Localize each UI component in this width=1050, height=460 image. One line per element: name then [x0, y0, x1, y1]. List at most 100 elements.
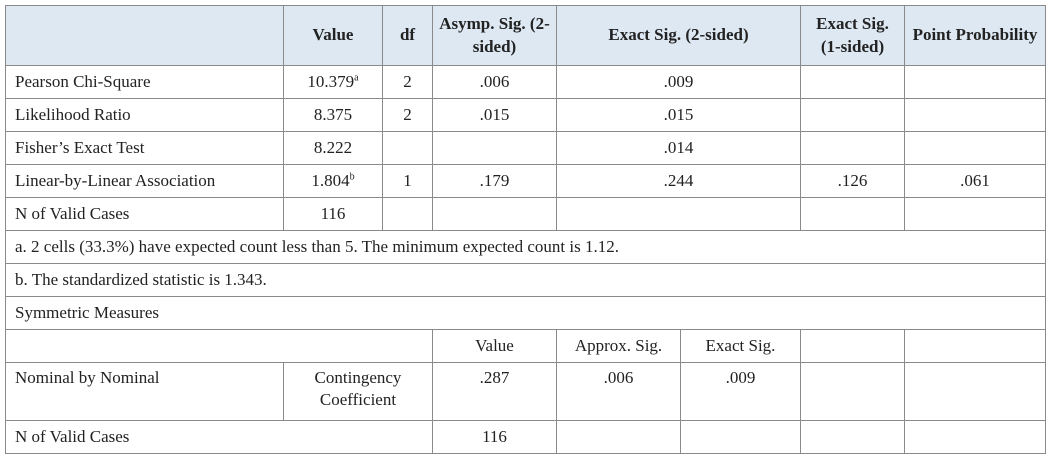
cell-text: .061 [960, 170, 990, 190]
data-cell: 1.804b [283, 164, 383, 198]
footnote: a. 2 cells (33.3%) have expected count l… [5, 230, 1046, 264]
data-cell [382, 131, 433, 165]
cell-text: .014 [663, 137, 694, 157]
data-cell: 8.222 [283, 131, 383, 165]
column-header: Value [283, 5, 383, 66]
cell-text: 1.804b [311, 170, 355, 190]
empty-cell [556, 420, 681, 454]
data-cell [432, 197, 557, 231]
cell-text: Exact Sig. (2-sided) [608, 25, 749, 45]
footnote: b. The standardized statistic is 1.343. [5, 263, 1046, 297]
column-header: Value [432, 329, 557, 363]
column-header: Exact Sig. (1-sided) [800, 5, 905, 66]
cell-text: .015 [479, 104, 510, 124]
data-cell [800, 131, 905, 165]
cell-text: .009 [663, 71, 694, 91]
data-cell: 2 [382, 65, 433, 99]
data-cell: .179 [432, 164, 557, 198]
empty-cell [5, 329, 433, 363]
row-label: Likelihood Ratio [5, 98, 284, 132]
data-cell: .244 [556, 164, 801, 198]
data-cell [432, 131, 557, 165]
header-cell [5, 5, 284, 66]
cell-text: Exact Sig. [705, 335, 776, 355]
data-cell [800, 98, 905, 132]
empty-cell [904, 420, 1046, 454]
data-cell: .009 [556, 65, 801, 99]
data-cell: .006 [432, 65, 557, 99]
cell-text: .015 [663, 104, 694, 124]
cell-text: 116 [482, 426, 507, 446]
cell-text: 2 [403, 104, 412, 124]
data-cell: .287 [432, 362, 557, 421]
empty-cell [800, 362, 905, 421]
cell-text: a. 2 cells (33.3%) have expected count l… [15, 236, 619, 256]
cell-text: Asymp. Sig. (2-sided) [439, 14, 550, 56]
cell-text: df [399, 25, 416, 45]
empty-cell [680, 420, 801, 454]
data-cell: 10.379a [283, 65, 383, 99]
row-sublabel: Contingency Coefficient [283, 362, 433, 421]
footnote-marker: b [349, 171, 355, 183]
cell-text: 8.375 [313, 104, 353, 124]
data-cell [904, 65, 1046, 99]
data-cell: .126 [800, 164, 905, 198]
cell-text: Contingency Coefficient [314, 368, 402, 410]
column-header: Exact Sig. (2-sided) [556, 5, 801, 66]
column-header: Asymp. Sig. (2-sided) [432, 5, 557, 66]
row-label: Nominal by Nominal [5, 362, 284, 421]
column-header: df [382, 5, 433, 66]
empty-cell [800, 420, 905, 454]
cell-text: Approx. Sig. [574, 335, 663, 355]
footnote-marker: a [354, 72, 359, 84]
cell-text: .006 [479, 71, 510, 91]
data-cell: .009 [680, 362, 801, 421]
cell-text: Nominal by Nominal [15, 368, 160, 387]
empty-cell [800, 329, 905, 363]
cell-text: Linear-by-Linear Association [15, 170, 216, 190]
cell-text: 2 [403, 71, 412, 91]
data-cell [556, 197, 801, 231]
data-cell [904, 131, 1046, 165]
data-cell [800, 65, 905, 99]
data-cell [382, 197, 433, 231]
cell-text: Symmetric Measures [15, 302, 159, 322]
cell-text: 1 [403, 170, 412, 190]
data-cell [800, 197, 905, 231]
cell-text: 10.379a [307, 71, 359, 91]
data-cell: 2 [382, 98, 433, 132]
data-cell: 8.375 [283, 98, 383, 132]
cell-text: Pearson Chi-Square [15, 71, 151, 91]
data-cell: .006 [556, 362, 681, 421]
empty-cell [904, 329, 1046, 363]
data-cell: 116 [432, 420, 557, 454]
row-label: Linear-by-Linear Association [5, 164, 284, 198]
cell-text: b. The standardized statistic is 1.343. [15, 269, 267, 289]
data-cell: .015 [556, 98, 801, 132]
cell-text: 116 [320, 203, 346, 223]
cell-text: .006 [603, 368, 634, 387]
data-cell: .061 [904, 164, 1046, 198]
cell-text: .126 [837, 170, 868, 190]
cell-text: Point Probability [912, 25, 1038, 45]
cell-text: .179 [479, 170, 510, 190]
column-header: Exact Sig. [680, 329, 801, 363]
cell-text: .287 [479, 368, 510, 387]
cell-text: Value [312, 25, 354, 45]
cell-text: .009 [725, 368, 756, 387]
data-cell: .014 [556, 131, 801, 165]
data-cell: 116 [283, 197, 383, 231]
row-label: N of Valid Cases [5, 197, 284, 231]
data-cell [904, 98, 1046, 132]
row-label: N of Valid Cases [5, 420, 433, 454]
data-cell: 1 [382, 164, 433, 198]
cell-text: Value [475, 335, 514, 355]
row-label: Fisher’s Exact Test [5, 131, 284, 165]
section-title: Symmetric Measures [5, 296, 1046, 330]
cell-text: Exact Sig. (1-sided) [816, 14, 889, 56]
data-cell: .015 [432, 98, 557, 132]
cell-text: Fisher’s Exact Test [15, 137, 145, 157]
cell-text: N of Valid Cases [15, 426, 130, 446]
row-label: Pearson Chi-Square [5, 65, 284, 99]
